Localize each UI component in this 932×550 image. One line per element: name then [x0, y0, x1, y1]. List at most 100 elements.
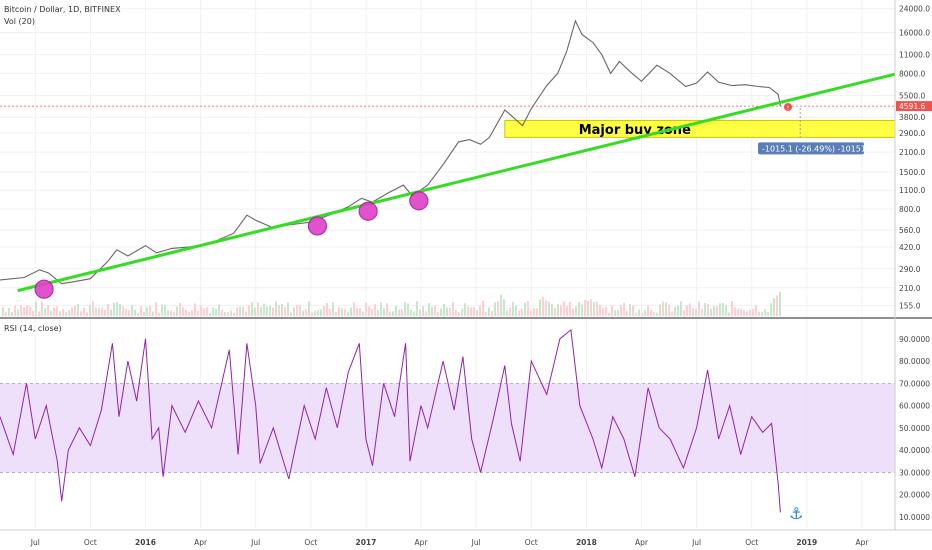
volume-bar — [368, 306, 370, 316]
volume-bar — [35, 301, 37, 316]
volume-bar — [329, 308, 331, 316]
volume-bar — [683, 310, 685, 316]
volume-bar — [110, 309, 112, 316]
volume-bars — [2, 292, 781, 316]
volume-bar — [8, 307, 10, 316]
time-tick-label: 2018 — [576, 538, 597, 547]
volume-bar — [386, 303, 388, 316]
volume-bar — [212, 307, 214, 316]
volume-bar — [290, 312, 292, 316]
time-tick-label: 2019 — [796, 538, 817, 547]
volume-bar — [659, 304, 661, 316]
volume-bar — [5, 311, 7, 316]
volume-bar — [221, 309, 223, 316]
time-tick-label: Jul — [691, 538, 701, 547]
time-tick-label: Jul — [250, 538, 260, 547]
volume-bar — [275, 301, 277, 316]
volume-bar — [443, 303, 445, 316]
volume-label: Vol (20) — [4, 17, 35, 26]
volume-bar — [752, 308, 754, 316]
volume-bar — [521, 308, 523, 316]
volume-bar — [713, 306, 715, 316]
volume-bar — [83, 307, 85, 316]
volume-bar — [500, 294, 502, 316]
rsi-tick-label: 70.0000 — [899, 379, 930, 388]
volume-bar — [488, 307, 490, 316]
volume-bar — [572, 308, 574, 316]
volume-bar — [473, 307, 475, 316]
volume-bar — [710, 308, 712, 316]
trendline[interactable] — [17, 72, 896, 293]
volume-bar — [566, 305, 568, 316]
volume-bar — [152, 311, 154, 316]
volume-bar — [332, 302, 334, 316]
volume-bar — [614, 310, 616, 316]
volume-bar — [611, 305, 613, 316]
volume-bar — [143, 311, 145, 316]
volume-bar — [422, 306, 424, 316]
rsi-pane[interactable]: RSI (14, close) 90.0000 80.0000 70.0000 60.… — [0, 324, 930, 523]
volume-bar — [656, 312, 658, 316]
volume-bar — [668, 304, 670, 316]
anchor-icon: ⚓ — [789, 504, 803, 523]
signal-marker-icon: ! — [787, 105, 789, 112]
touch-point-circle — [307, 216, 328, 236]
volume-bar — [392, 311, 394, 316]
volume-bar — [551, 304, 553, 316]
volume-bar — [185, 309, 187, 316]
volume-bar — [686, 304, 688, 316]
volume-bar — [92, 301, 94, 316]
volume-bar — [755, 304, 757, 316]
volume-bar — [593, 302, 595, 316]
volume-bar — [695, 309, 697, 316]
volume-bar — [95, 307, 97, 316]
time-tick-label: Oct — [525, 538, 538, 547]
price-tick-label: 2900.0 — [899, 129, 925, 138]
rsi-tick-label: 60.0000 — [899, 402, 930, 411]
volume-bar — [458, 312, 460, 316]
volume-bar — [758, 312, 760, 316]
volume-bar — [518, 310, 520, 316]
volume-bar — [356, 308, 358, 316]
rsi-axis[interactable]: 90.0000 80.0000 70.0000 60.0000 50.0000 40.00… — [899, 335, 930, 522]
volume-bar — [29, 306, 31, 316]
volume-bar — [455, 310, 457, 316]
volume-bar — [122, 306, 124, 316]
volume-bar — [305, 309, 307, 316]
volume-bar — [764, 309, 766, 316]
volume-bar — [587, 301, 589, 316]
volume-bar — [623, 302, 625, 316]
volume-bar — [284, 306, 286, 316]
price-axis[interactable]: 24000.0 16000.0 11000.0 8000.0 5500.0 3800.0 2… — [899, 5, 930, 311]
volume-bar — [137, 312, 139, 316]
time-tick-label: Oct — [745, 538, 758, 547]
rsi-band — [0, 383, 895, 473]
price-tick-label: 800.0 — [899, 205, 921, 214]
volume-bar — [245, 311, 247, 316]
volume-bar — [464, 303, 466, 316]
volume-bar — [359, 308, 361, 316]
volume-bar — [491, 311, 493, 316]
volume-bar — [635, 312, 637, 316]
volume-bar — [200, 305, 202, 316]
volume-bar — [296, 305, 298, 316]
price-tick-label: 2100.0 — [899, 148, 925, 157]
volume-bar — [773, 298, 775, 316]
price-tick-label: 290.0 — [899, 265, 921, 274]
volume-bar — [236, 307, 238, 316]
volume-bar — [563, 301, 565, 316]
volume-bar — [233, 312, 235, 316]
volume-bar — [449, 307, 451, 316]
volume-bar — [11, 312, 13, 316]
volume-bar — [776, 295, 778, 316]
price-series-line — [0, 19, 781, 285]
volume-bar — [704, 303, 706, 316]
volume-bar — [365, 302, 367, 316]
volume-bar — [149, 305, 151, 316]
volume-bar — [248, 305, 250, 316]
volume-bar — [338, 307, 340, 316]
time-axis[interactable]: Jul Oct 2016 Apr Jul Oct 2017 Apr Jul Oct 2018 Apr J… — [30, 538, 870, 547]
volume-bar — [770, 302, 772, 316]
volume-bar — [119, 304, 121, 316]
